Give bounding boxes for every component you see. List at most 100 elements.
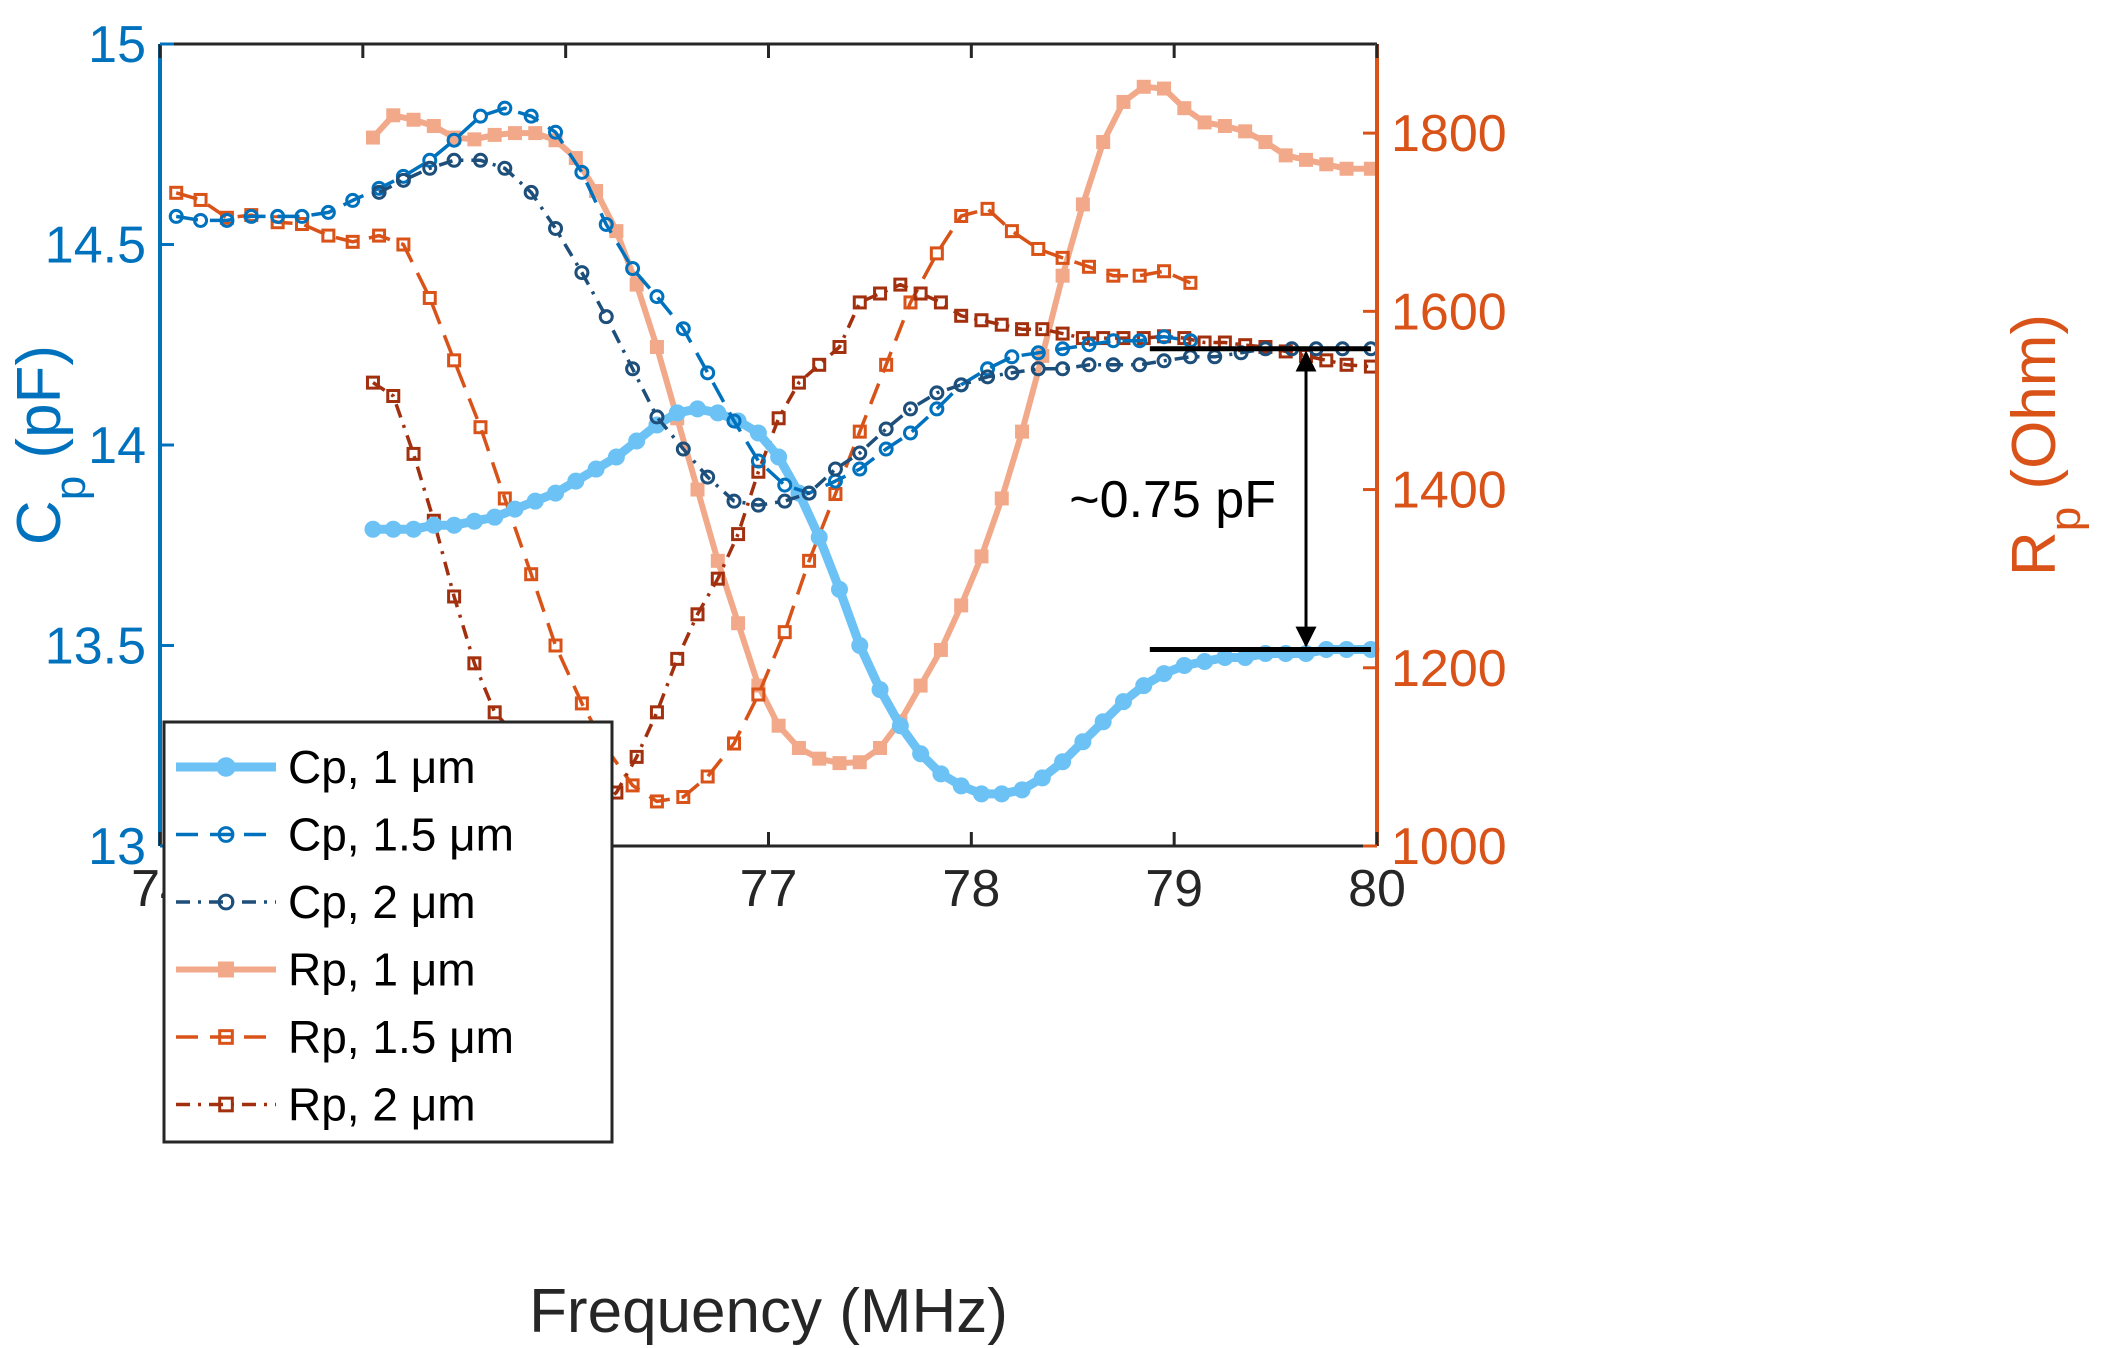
series-2-point [929, 401, 945, 417]
series-4-point [1278, 148, 1293, 163]
x-tick-label: 80 [1348, 860, 1406, 918]
series-5-point [929, 246, 944, 261]
series-5-point [1081, 259, 1096, 274]
series-3-point [750, 497, 766, 513]
series-6-point [1015, 322, 1030, 337]
legend-swatch-marker [216, 757, 236, 777]
series-5-point [1157, 264, 1172, 279]
series-2-point [574, 164, 590, 180]
series-3-point [395, 172, 411, 188]
right-y-tick-label: 1800 [1391, 105, 1507, 163]
legend-swatch-marker [218, 1029, 234, 1045]
series-1-point [486, 508, 504, 526]
series-5-point [548, 638, 563, 653]
series-4-point [1299, 152, 1314, 167]
series-3-point [446, 152, 462, 168]
series-4 [365, 79, 1378, 771]
series-4-point [629, 277, 644, 292]
series-3-point [1081, 357, 1097, 373]
series-2-point [1030, 345, 1046, 361]
left-y-tick-label: 13 [88, 818, 146, 876]
series-4-point [832, 756, 847, 771]
series-6-point [710, 571, 725, 586]
series-5-point [574, 696, 589, 711]
legend: Cp, 1 μm Cp, 1.5 μm Cp, 2 μm Rp, 1 μm Rp, 1.… [162, 720, 614, 1144]
right-y-tick-label: 1400 [1391, 462, 1507, 520]
series-3-point [852, 445, 868, 461]
series-4-point [1339, 161, 1354, 176]
series-1-point [1033, 769, 1051, 787]
series-2-point [649, 289, 665, 305]
series-6-point [832, 339, 847, 354]
series-2-line [175, 106, 1191, 495]
series-6-point [791, 375, 806, 390]
series-4-point [1116, 94, 1131, 109]
series-1-point [871, 681, 889, 699]
series-3-point [523, 184, 539, 200]
series-5-point [625, 778, 640, 793]
series-4-point [1197, 115, 1212, 130]
left-y-axis-title-main: C [5, 500, 74, 545]
series-2-point [446, 132, 462, 148]
series-2-point [1004, 349, 1020, 365]
right-y-axis-title: Rp (Ohm) [2000, 314, 2090, 576]
series-1-point [587, 460, 605, 478]
series-6-point [731, 527, 746, 542]
series-5-point [777, 625, 792, 640]
series-6-point [690, 607, 705, 622]
series-1-point [405, 520, 423, 538]
series-2-point [1156, 329, 1172, 345]
series-4-point [406, 112, 421, 127]
series-5-point [1132, 268, 1147, 283]
series-1-point [547, 484, 565, 502]
series-3-point [548, 220, 564, 236]
series-2-point [168, 208, 184, 224]
series-1-point [628, 432, 646, 450]
series-3-point [472, 152, 488, 168]
series-4-point [933, 642, 948, 657]
series-4-point [1319, 157, 1334, 172]
series-5-point [422, 290, 437, 305]
series-6-point [447, 589, 462, 604]
series-5-point [751, 687, 766, 702]
legend-label: Cp, 1 μm [288, 741, 476, 793]
series-5-point [372, 228, 387, 243]
series-5-point [700, 769, 715, 784]
series-5-point [727, 736, 742, 751]
series-1-point [567, 472, 585, 490]
right-y-axis-title-main: R [2000, 531, 2069, 576]
series-1-point [1054, 753, 1072, 771]
series-6-point [933, 295, 948, 310]
series-2-point [523, 108, 539, 124]
series-5-point [1183, 275, 1198, 290]
series-5-point [676, 789, 691, 804]
series-5-point [954, 208, 969, 223]
series-5-point [396, 237, 411, 252]
series-1-point [364, 520, 382, 538]
series-1-point [1114, 693, 1132, 711]
series-6-point [1319, 353, 1334, 368]
series-6-point [1339, 357, 1354, 372]
series-5-point [321, 228, 336, 243]
series-1-point [689, 400, 707, 418]
series-2-point [320, 204, 336, 220]
series-3-point [1156, 353, 1172, 369]
series-4-point [426, 118, 441, 133]
series-1-point [607, 448, 625, 466]
left-y-tick-label: 15 [88, 16, 146, 74]
series-2-point [548, 124, 564, 140]
series-1-point [952, 777, 970, 795]
series-6-point [629, 749, 644, 764]
series-5-point [1031, 241, 1046, 256]
series-6-point [893, 277, 908, 292]
legend-swatch-marker [218, 1096, 234, 1113]
series-4-point [1157, 81, 1172, 96]
series-5-point [1004, 224, 1019, 239]
series-5 [169, 185, 1198, 809]
legend-entry: Rp, 1.5 μm [176, 1011, 514, 1063]
series-6-point [365, 375, 380, 390]
series-4-point [1258, 135, 1273, 150]
series-5-point [903, 295, 918, 310]
series-1-point [709, 404, 727, 422]
